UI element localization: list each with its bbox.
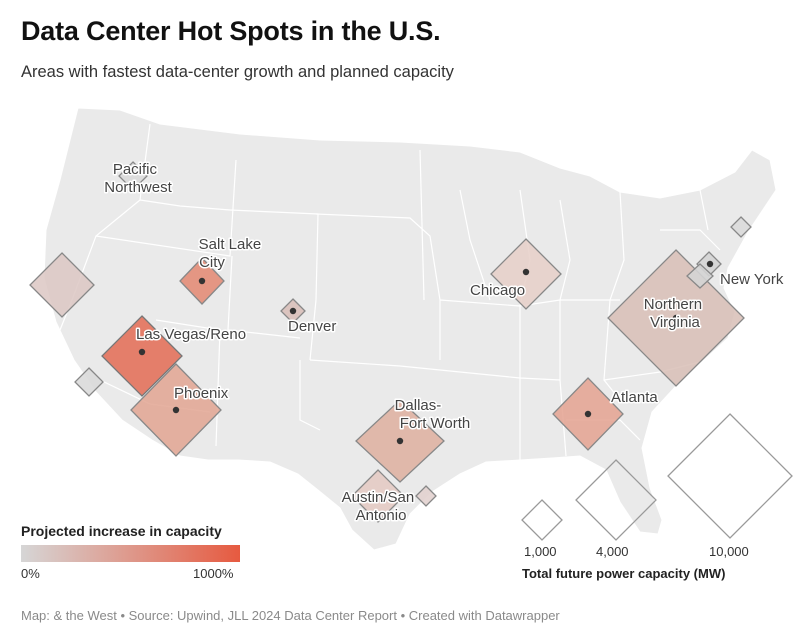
size-legend-shapes <box>521 413 793 541</box>
size-legend-10000 <box>667 413 793 539</box>
size-legend-title: Total future power capacity (MW) <box>522 566 726 581</box>
market-pacific-northwest[interactable] <box>118 161 148 191</box>
label-dallas-fort-worth: Dallas- Fort Worth <box>395 397 471 432</box>
label-austin-san-antonio: Austin/San Antonio <box>342 489 419 524</box>
map-title: Data Center Hot Spots in the U.S. <box>21 16 441 46</box>
label-pacific-northwest: Pacific Northwest <box>104 161 172 196</box>
source-footer: Map: & the West • Source: Upwind, JLL 20… <box>21 608 560 623</box>
color-legend-max: 1000% <box>193 566 234 581</box>
size-legend-1000 <box>521 499 563 541</box>
label-denver: Denver <box>288 318 336 335</box>
market-austin-san-antonio[interactable] <box>351 469 405 523</box>
market-new-jersey[interactable] <box>686 263 714 289</box>
market-boston[interactable] <box>730 216 752 238</box>
size-legend-4000 <box>575 459 657 541</box>
label-salt-lake-city: Salt Lake City <box>199 236 266 271</box>
size-legend-label-10000: 10,000 <box>709 544 749 559</box>
size-legend-label-4000: 4,000 <box>596 544 629 559</box>
market-northern-california[interactable] <box>29 252 95 318</box>
label-northern-virginia: Northern Virginia <box>644 296 707 331</box>
color-legend-gradient <box>21 545 240 562</box>
market-dots <box>138 260 714 445</box>
market-labels: Pacific Northwest Salt Lake City Denver … <box>103 160 786 526</box>
market-southern-california[interactable] <box>74 367 104 397</box>
market-houston[interactable] <box>415 485 437 507</box>
color-legend-title: Projected increase in capacity <box>21 523 222 539</box>
color-legend-min: 0% <box>21 566 40 581</box>
label-chicago: Chicago <box>470 282 525 299</box>
size-legend-label-1000: 1,000 <box>524 544 557 559</box>
label-las-vegas-reno: Las Vegas/Reno <box>136 326 246 343</box>
label-new-york: New York <box>720 271 784 288</box>
label-atlanta: Atlanta <box>611 389 658 406</box>
label-phoenix: Phoenix <box>174 385 229 402</box>
market-las-vegas-reno[interactable] <box>101 315 183 397</box>
map-subtitle: Areas with fastest data-center growth an… <box>21 63 454 81</box>
